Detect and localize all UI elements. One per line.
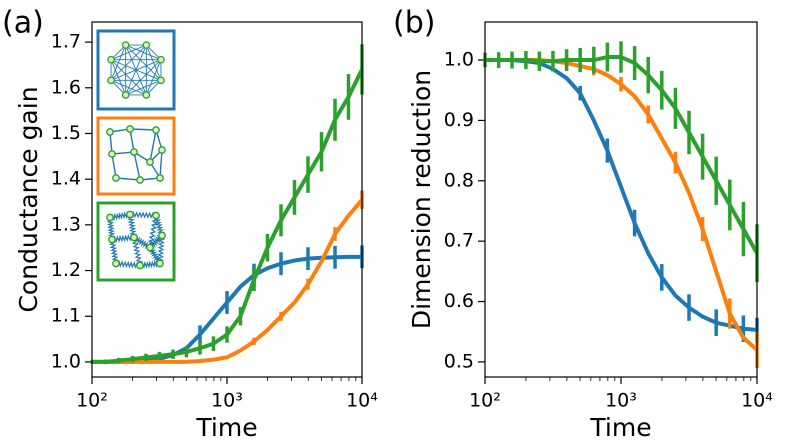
node — [156, 259, 164, 268]
edge — [133, 151, 141, 181]
series-line — [92, 198, 364, 364]
node — [112, 259, 120, 268]
node — [126, 210, 134, 219]
x-tick-label: 10² — [469, 390, 501, 412]
edge — [110, 59, 162, 81]
y-tick-label: 0.6 — [444, 290, 474, 312]
edge — [125, 44, 162, 61]
node — [157, 55, 165, 64]
edge — [147, 215, 159, 248]
y-tick-label: 1.2 — [51, 259, 81, 281]
edge — [159, 149, 163, 179]
node — [130, 148, 138, 156]
node — [121, 91, 130, 99]
panel: 10² 10³ 10⁴ 1.0 1.1 1.2 1.3 1.4 1.5 1.6 1.7 Time Con… — [2, 6, 378, 443]
edge — [129, 128, 135, 153]
panel-label: (b) — [393, 6, 435, 41]
y-tick-label: 1.0 — [51, 350, 81, 372]
node — [106, 128, 114, 136]
edge — [129, 128, 157, 131]
x-tick-label: 10³ — [605, 390, 637, 412]
node — [130, 233, 138, 242]
node — [136, 261, 144, 270]
node — [157, 76, 165, 85]
x-tick-label: 10⁴ — [741, 390, 773, 412]
x-axis-label: Time — [589, 413, 651, 442]
y-tick-label: 0.7 — [444, 230, 474, 252]
node — [106, 213, 114, 222]
node — [152, 126, 160, 134]
edge — [115, 260, 141, 269]
y-tick-label: 1.3 — [51, 213, 81, 235]
edge — [156, 235, 166, 264]
y-axis-label: Dimension reduction — [407, 70, 436, 329]
series-line — [485, 58, 759, 352]
node — [156, 174, 164, 182]
node — [142, 91, 151, 99]
node — [158, 231, 166, 240]
edge — [115, 177, 141, 181]
node — [112, 174, 120, 182]
y-tick-label: 1.6 — [51, 76, 81, 98]
edge — [110, 44, 127, 81]
y-tick-label: 1.0 — [444, 49, 474, 71]
y-axis-label: Conductance gain — [14, 86, 43, 312]
node — [146, 158, 154, 166]
node — [107, 55, 115, 64]
y-tick-label: 0.8 — [444, 169, 474, 191]
y-tick-label: 0.9 — [444, 109, 474, 131]
edge — [127, 214, 138, 239]
network-inset — [96, 29, 176, 111]
network-inset — [96, 116, 176, 196]
node — [158, 146, 166, 154]
edge — [125, 59, 162, 96]
edge — [109, 239, 120, 265]
y-tick-label: 1.7 — [51, 31, 81, 53]
edge — [145, 59, 162, 96]
node — [142, 41, 151, 49]
node — [107, 76, 115, 85]
edge — [111, 153, 117, 179]
node — [121, 41, 130, 49]
node — [146, 243, 154, 252]
node — [126, 125, 134, 133]
node — [108, 235, 116, 244]
x-tick-label: 10⁴ — [346, 390, 378, 412]
edge — [110, 44, 147, 61]
node — [136, 176, 144, 184]
network-inset — [96, 201, 176, 282]
edge — [149, 129, 157, 163]
y-tick-label: 0.5 — [444, 350, 474, 372]
x-axis-label: Time — [195, 413, 257, 442]
edge — [131, 237, 143, 267]
y-tick-label: 1.4 — [51, 168, 81, 190]
x-tick-label: 10³ — [211, 390, 243, 412]
edge — [129, 211, 157, 219]
panel-label: (a) — [2, 6, 44, 41]
panel: 10² 10³ 10⁴ 0.5 0.6 0.7 0.8 0.9 1.0 Time Dimension… — [393, 6, 773, 443]
node — [108, 150, 116, 158]
axes-frame — [91, 21, 363, 378]
y-tick-label: 1.5 — [51, 122, 81, 144]
y-tick-label: 1.1 — [51, 305, 81, 327]
node — [152, 211, 160, 220]
axes-frame — [484, 21, 758, 378]
x-tick-label: 10² — [76, 390, 108, 412]
